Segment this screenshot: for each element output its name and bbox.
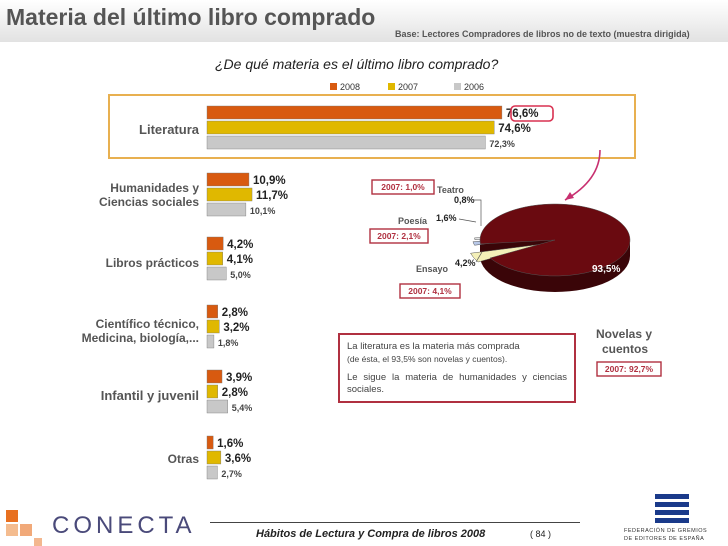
- note-2007-ensayo: 2007: 4,1%: [408, 286, 452, 296]
- note-2007-poesia: 2007: 2,1%: [377, 231, 421, 241]
- category-label: Científico técnico, Medicina, biología,..…: [81, 317, 199, 345]
- leader-line: [475, 251, 483, 263]
- bar: [206, 304, 218, 319]
- note-line2: Le sigue la materia de humanidades y cie…: [347, 372, 567, 395]
- bar: [206, 105, 503, 120]
- bar: [206, 266, 227, 281]
- bar: [206, 172, 250, 187]
- bar: [206, 450, 222, 465]
- data-label: 3,9%: [226, 372, 252, 384]
- data-label: 2,8%: [222, 387, 248, 399]
- bar: [206, 384, 218, 399]
- bar: [206, 465, 218, 480]
- data-label: 3,2%: [223, 322, 249, 334]
- category-label: Otras: [167, 452, 199, 466]
- note-2007-teatro-box: [371, 179, 435, 195]
- data-label: 1,8%: [218, 338, 239, 348]
- base-note: Base: Lectores Compradores de libros no …: [395, 29, 690, 39]
- leader-line: [474, 199, 482, 226]
- data-label: 74,6%: [498, 123, 531, 135]
- footer-divider: [210, 522, 580, 523]
- data-label: 5,4%: [232, 403, 253, 413]
- pie-category-label: Poesía: [398, 216, 428, 226]
- category-label: Humanidades y Ciencias sociales: [98, 181, 199, 209]
- note-2007-novelas: 2007: 92,7%: [605, 364, 654, 374]
- legend-label: 2008: [340, 82, 361, 92]
- pie-slice: [479, 203, 631, 277]
- legend-swatch: [330, 83, 337, 90]
- federacion-logo-text: FEDERACIÓN DE GREMIOS DE EDITORES DE ESPA…: [624, 527, 707, 543]
- bar: [206, 435, 214, 450]
- bar: [206, 399, 228, 414]
- data-label: 76,6%: [506, 108, 539, 120]
- legend-item-2006: 2006: [454, 82, 484, 92]
- header-band: [0, 0, 728, 42]
- bar: [206, 236, 224, 251]
- pie-category-label: cuentos: [602, 342, 648, 356]
- federacion-line1: FEDERACIÓN DE GREMIOS: [624, 528, 708, 534]
- legend-label: 2007: [398, 82, 419, 92]
- pie-value-label: 1,6%: [436, 213, 457, 223]
- category-label: Infantil y juvenil: [100, 388, 199, 403]
- note-2007-teatro: 2007: 1,0%: [381, 182, 425, 192]
- legend-swatch: [388, 83, 395, 90]
- legend-item-2008: 2008: [330, 82, 360, 92]
- conecta-logo: CONECTA: [52, 512, 196, 539]
- category-label: Literatura: [139, 122, 199, 137]
- note-2007-novelas-box: [596, 361, 662, 377]
- data-label: 5,0%: [230, 270, 251, 280]
- bar: [206, 369, 223, 384]
- pie-category-label: Teatro: [437, 185, 464, 195]
- bar: [206, 319, 220, 334]
- note-line1-sub: (de ésta, el 93,5% son novelas y cuentos…: [347, 354, 508, 364]
- data-label: 10,1%: [250, 206, 276, 216]
- data-label: 10,9%: [253, 175, 286, 187]
- pie-value-label: 0,8%: [454, 195, 475, 205]
- data-label: 2,7%: [221, 469, 242, 479]
- footer-text: Hábitos de Lectura y Compra de libros 20…: [256, 528, 486, 540]
- bar: [206, 251, 223, 266]
- literature-highlight-box: [108, 94, 636, 159]
- arrow-head: [565, 192, 574, 200]
- conecta-logo-mark: [6, 510, 46, 546]
- note-2007-ensayo-box: [399, 283, 461, 299]
- legend-item-2007: 2007: [388, 82, 418, 92]
- summary-note: La literatura es la materia más comprada…: [338, 333, 576, 403]
- page-number: ( 84 ): [530, 529, 552, 539]
- data-label: 11,7%: [256, 190, 288, 202]
- note-2007-poesia-box: [369, 228, 429, 244]
- data-label: 2,8%: [222, 307, 248, 319]
- data-label: 4,2%: [227, 239, 253, 251]
- highlight-ring: [510, 105, 554, 122]
- legend-label: 2006: [464, 82, 485, 92]
- chart-title: ¿De qué materia es el último libro compr…: [215, 56, 499, 72]
- data-label: 4,1%: [227, 254, 253, 266]
- legend-swatch: [454, 83, 461, 90]
- bar: [206, 120, 495, 135]
- pie-value-label: 4,2%: [455, 258, 476, 268]
- category-label: Libros prácticos: [105, 256, 199, 270]
- note-line1: La literatura es la materia más comprada: [347, 341, 520, 352]
- bar: [206, 202, 247, 217]
- leader-line: [458, 218, 477, 223]
- federacion-logo-mark: [655, 494, 689, 524]
- data-label: 3,6%: [225, 453, 251, 465]
- data-label: 1,6%: [217, 438, 243, 450]
- federacion-line2: DE EDITORES DE ESPAÑA: [624, 536, 705, 542]
- data-label: 72,3%: [489, 139, 515, 149]
- pie-category-label: Novelas y: [596, 327, 652, 341]
- pie-value-label: 93,5%: [592, 264, 620, 275]
- bar: [206, 334, 215, 349]
- pie-category-label: Ensayo: [416, 264, 449, 274]
- bar: [206, 135, 486, 150]
- page-title: Materia del último libro comprado: [6, 4, 376, 30]
- bar: [206, 187, 253, 202]
